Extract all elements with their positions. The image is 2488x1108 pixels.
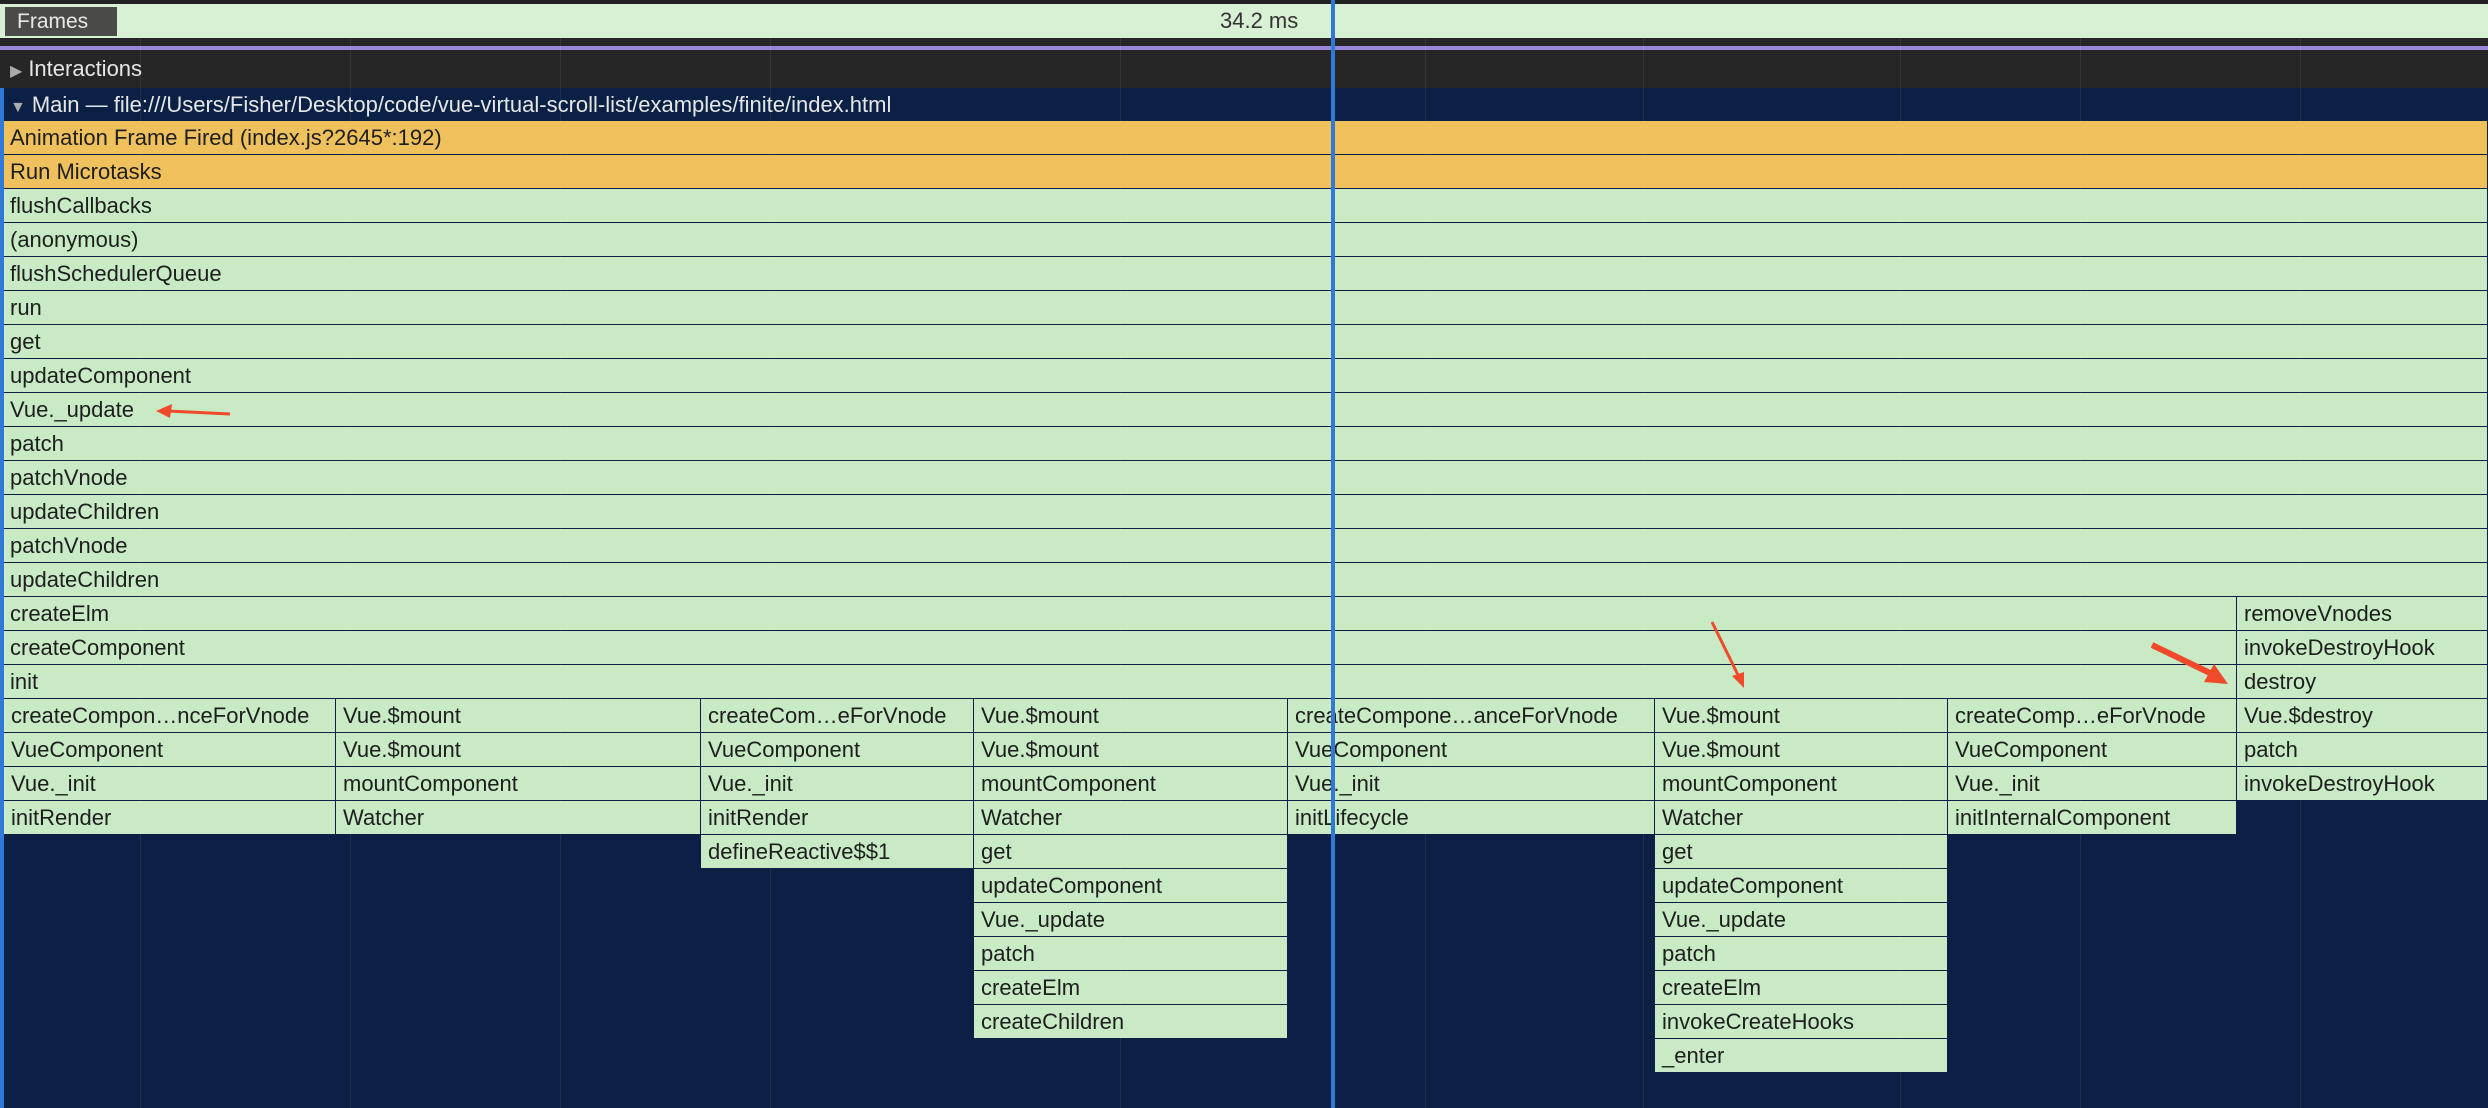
top-border xyxy=(0,0,2488,4)
track-selection-bar xyxy=(0,88,4,1108)
time-cursor[interactable] xyxy=(1331,0,1335,1108)
flame-block[interactable]: patch xyxy=(2237,733,2488,766)
triangle-down-icon[interactable]: ▼ xyxy=(10,99,26,116)
flame-block[interactable]: initLifecycle xyxy=(1288,801,1655,834)
flame-block[interactable]: updateChildren xyxy=(3,563,2488,596)
flame-block[interactable]: defineReactive$$1 xyxy=(701,835,974,868)
interactions-label: Interactions xyxy=(28,56,143,81)
flame-block[interactable]: Vue.$mount xyxy=(974,699,1288,732)
flame-block[interactable]: flushSchedulerQueue xyxy=(3,257,2488,290)
main-track-header[interactable]: ▼ Main — file:///Users/Fisher/Desktop/cod… xyxy=(0,88,2488,121)
flame-block[interactable]: Vue._init xyxy=(1948,767,2237,800)
interactions-track-header[interactable]: ▶ Interactions xyxy=(0,50,2488,88)
flame-block[interactable]: flushCallbacks xyxy=(3,189,2488,222)
flame-block[interactable]: init xyxy=(3,665,2237,698)
flame-block[interactable]: patchVnode xyxy=(3,461,2488,494)
frame-duration: 34.2 ms xyxy=(1220,8,1299,33)
flame-block[interactable]: updateComponent xyxy=(3,359,2488,392)
flame-block[interactable]: initRender xyxy=(701,801,974,834)
flame-block[interactable]: run xyxy=(3,291,2488,324)
flame-block[interactable]: Vue._update xyxy=(1655,903,1948,936)
flame-block[interactable]: createChildren xyxy=(974,1005,1288,1038)
flame-block[interactable]: updateComponent xyxy=(974,869,1288,902)
flame-block[interactable]: Watcher xyxy=(1655,801,1948,834)
flame-block[interactable]: createCompone…anceForVnode xyxy=(1288,699,1655,732)
flame-block[interactable]: invokeDestroyHook xyxy=(2237,631,2488,664)
flame-block[interactable]: initRender xyxy=(4,801,336,834)
flame-block[interactable]: initInternalComponent xyxy=(1948,801,2237,834)
flame-block[interactable]: _enter xyxy=(1655,1039,1948,1072)
flame-block[interactable]: (anonymous) xyxy=(3,223,2488,256)
flame-block[interactable]: Vue.$mount xyxy=(1655,733,1948,766)
flame-block[interactable]: Run Microtasks xyxy=(3,155,2488,188)
main-track-label: Main — file:///Users/Fisher/Desktop/code… xyxy=(31,92,892,117)
flame-block[interactable]: get xyxy=(3,325,2488,358)
flame-block[interactable]: Watcher xyxy=(336,801,701,834)
frames-track[interactable]: Frames 34.2 ms xyxy=(0,4,2488,38)
triangle-right-icon[interactable]: ▶ xyxy=(10,63,23,80)
flame-block[interactable]: updateComponent xyxy=(1655,869,1948,902)
interactions-indicator xyxy=(0,46,2488,50)
flame-block[interactable]: mountComponent xyxy=(974,767,1288,800)
flame-block[interactable]: Vue._init xyxy=(4,767,336,800)
flame-block[interactable]: Vue._init xyxy=(1288,767,1655,800)
flame-block[interactable]: Vue._update xyxy=(974,903,1288,936)
flame-block[interactable]: invokeCreateHooks xyxy=(1655,1005,1948,1038)
frames-label: Frames xyxy=(5,7,117,36)
flame-block[interactable]: patchVnode xyxy=(3,529,2488,562)
flame-block[interactable]: createComp…eForVnode xyxy=(1948,699,2237,732)
flame-block[interactable]: Animation Frame Fired (index.js?2645*:19… xyxy=(3,121,2488,154)
flame-block[interactable]: createComponent xyxy=(3,631,2237,664)
flame-block[interactable]: removeVnodes xyxy=(2237,597,2488,630)
flame-block[interactable]: destroy xyxy=(2237,665,2488,698)
flame-block[interactable]: VueComponent xyxy=(4,733,336,766)
flame-block[interactable]: updateChildren xyxy=(3,495,2488,528)
flame-block[interactable]: patch xyxy=(974,937,1288,970)
flame-block[interactable]: Vue.$mount xyxy=(336,733,701,766)
flame-block[interactable]: Vue._update xyxy=(3,393,2488,426)
flame-block[interactable]: Vue._init xyxy=(701,767,974,800)
flame-block[interactable]: patch xyxy=(1655,937,1948,970)
flame-block[interactable]: createElm xyxy=(3,597,2237,630)
flame-block[interactable]: Watcher xyxy=(974,801,1288,834)
track-divider xyxy=(0,38,2488,46)
flame-block[interactable]: createElm xyxy=(974,971,1288,1004)
flame-block[interactable]: patch xyxy=(3,427,2488,460)
flame-block[interactable]: get xyxy=(974,835,1288,868)
flame-block[interactable]: Vue.$destroy xyxy=(2237,699,2488,732)
flame-block[interactable]: VueComponent xyxy=(1948,733,2237,766)
flame-block[interactable]: VueComponent xyxy=(701,733,974,766)
flame-block[interactable]: Vue.$mount xyxy=(336,699,701,732)
flame-block[interactable]: mountComponent xyxy=(1655,767,1948,800)
flame-block[interactable]: createCom…eForVnode xyxy=(701,699,974,732)
flame-block[interactable]: VueComponent xyxy=(1288,733,1655,766)
flame-block[interactable]: mountComponent xyxy=(336,767,701,800)
flame-block[interactable]: createElm xyxy=(1655,971,1948,1004)
flame-block[interactable]: Vue.$mount xyxy=(974,733,1288,766)
flame-block[interactable]: createCompon…nceForVnode xyxy=(4,699,336,732)
flame-block[interactable]: invokeDestroyHook xyxy=(2237,767,2488,800)
flame-block[interactable]: Vue.$mount xyxy=(1655,699,1948,732)
flame-block[interactable]: get xyxy=(1655,835,1948,868)
